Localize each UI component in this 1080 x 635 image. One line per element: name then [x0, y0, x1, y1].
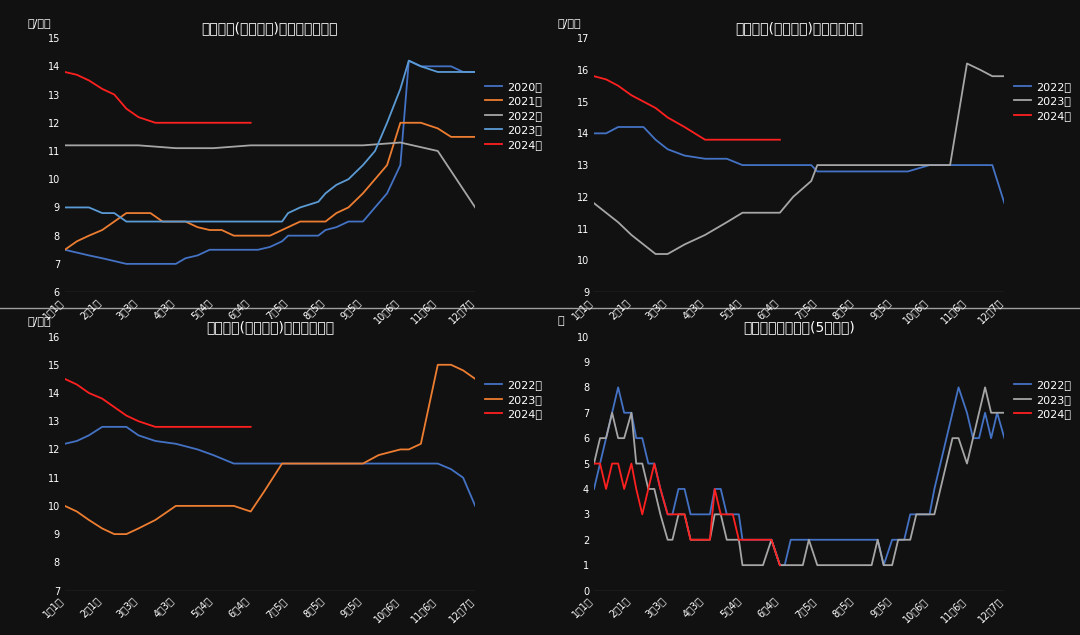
Title: 红枣特级(期货一级)成交价：广东: 红枣特级(期货一级)成交价：广东: [735, 22, 863, 36]
Title: 广东如意坊到货量(5日平均): 广东如意坊到货量(5日平均): [743, 320, 855, 334]
Text: 元/公斤: 元/公斤: [557, 18, 581, 28]
Title: 灰枣一级(期货二级)批发价格：河南: 灰枣一级(期货二级)批发价格：河南: [202, 22, 338, 36]
Text: 车: 车: [557, 316, 564, 326]
Legend: 2022年, 2023年, 2024年: 2022年, 2023年, 2024年: [1014, 82, 1071, 121]
Title: 灰枣一级(期货二级)成交价：广东: 灰枣一级(期货二级)成交价：广东: [206, 320, 334, 334]
Legend: 2022年, 2023年, 2024年: 2022年, 2023年, 2024年: [1014, 380, 1071, 419]
Legend: 2020年, 2021年, 2022年, 2023年, 2024年: 2020年, 2021年, 2022年, 2023年, 2024年: [485, 82, 542, 149]
Legend: 2022年, 2023年, 2024年: 2022年, 2023年, 2024年: [485, 380, 542, 419]
Text: 元/公斤: 元/公斤: [28, 18, 52, 28]
Text: 元/公斤: 元/公斤: [28, 316, 52, 326]
